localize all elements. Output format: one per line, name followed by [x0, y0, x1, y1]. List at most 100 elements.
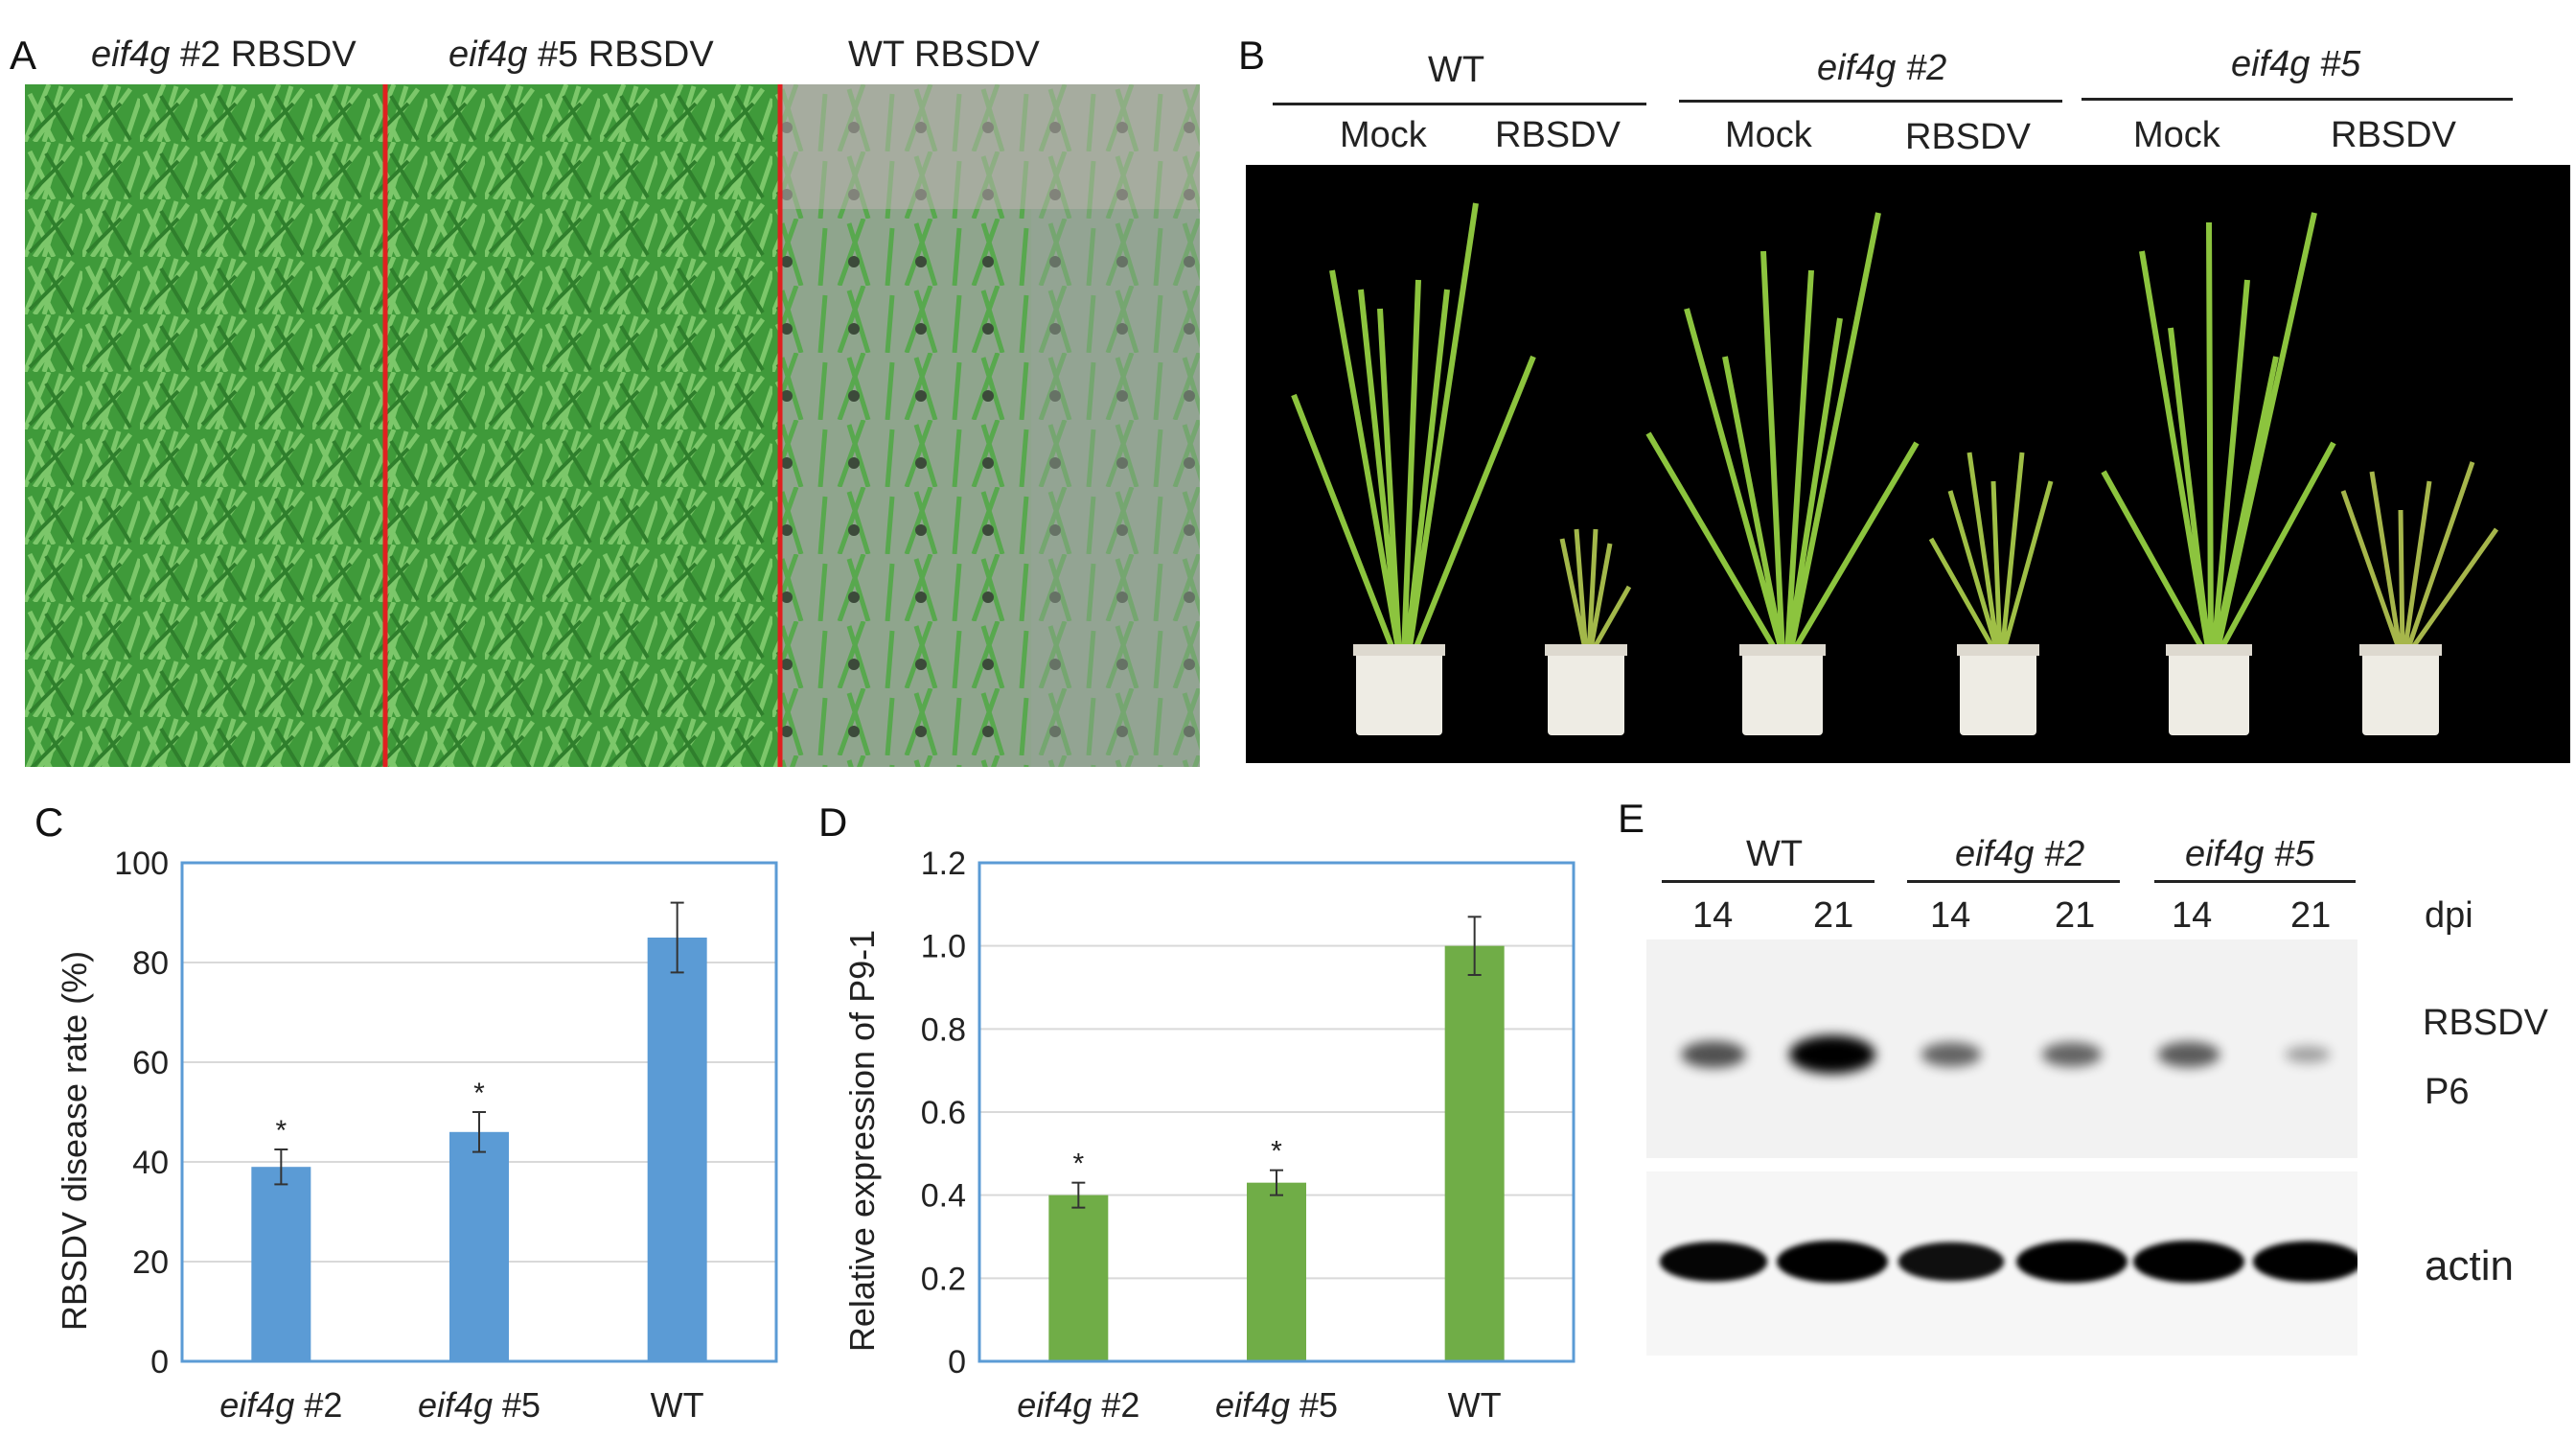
panel-b-underline-eif4g5 [2082, 98, 2513, 101]
chart-d-ytick-label: 0.2 [921, 1261, 966, 1297]
chart-d-xtick-label: eif4g #5 [1215, 1385, 1338, 1425]
actin-band [1898, 1241, 2005, 1282]
chart-d-ytick-label: 0 [948, 1344, 966, 1380]
chart-c-error-bar [472, 1111, 486, 1153]
chart-c-ytick-label: 80 [132, 945, 169, 982]
panel-b-sub-eif4g5-rbsdv: RBSDV [2331, 115, 2456, 155]
panel-b-sub-wt-rbsdv: RBSDV [1495, 115, 1621, 155]
chart-d-xtick-label: eif4g #2 [1017, 1385, 1139, 1425]
panel-b-letter: B [1238, 33, 1266, 78]
panel-e-unit: dpi [2425, 895, 2473, 936]
western-blot [1646, 939, 2358, 1356]
panel-e-time-4: 21 [2055, 895, 2096, 936]
actin-band [2133, 1241, 2244, 1283]
chart-d-bar [1247, 1182, 1306, 1361]
panel-e-underline-eif4g5 [2154, 880, 2356, 883]
panel-e-group-eif4g2: eif4g #2 [1955, 834, 2085, 874]
chart-d-ytick-label: 0.4 [921, 1178, 966, 1215]
panel-e-underline-wt [1662, 880, 1874, 883]
plant-wt-mock [1291, 202, 1536, 735]
actin-band [2252, 1241, 2358, 1283]
chart-d-ytick-label: 0.6 [921, 1095, 966, 1131]
chart-c-significance-mark: * [473, 1078, 485, 1109]
chart-d: Relative expression of P9-1 0 0.2 0.4 0.6 0.… [842, 846, 1576, 1425]
actin-band [2016, 1241, 2128, 1283]
chart-d-error-bar [1467, 916, 1482, 976]
panel-e-time-2: 21 [1813, 895, 1854, 936]
panel-b-sub-eif4g2-rbsdv: RBSDV [1905, 117, 2031, 157]
chart-d-ytick-label: 1.2 [921, 846, 966, 882]
band-label-rbsdv: RBSDV [2423, 1003, 2548, 1043]
panel-b-photo [1246, 165, 2570, 763]
chart-c-xtick-label: WT [651, 1385, 704, 1425]
plant-eif4g5-rbsdv [2340, 461, 2499, 735]
chart-c-ytick-label: 20 [132, 1244, 169, 1281]
chart-d-ytick-label: 0.8 [921, 1011, 966, 1048]
chart-c-ytick-label: 100 [114, 846, 169, 882]
chart-d-bar [1048, 1194, 1109, 1361]
panel-b-underline-wt [1273, 103, 1646, 105]
panel-e-time-5: 14 [2172, 895, 2213, 936]
chart-c-ytick-label: 60 [132, 1045, 169, 1081]
panel-a-letter: A [10, 33, 37, 78]
band-label-actin: actin [2425, 1242, 2514, 1289]
chart-c-bar [449, 1131, 509, 1361]
panel-a-label-1: eif4g #2 RBSDV [91, 35, 356, 75]
chart-d-significance-mark: * [1271, 1136, 1282, 1168]
panel-e-group-eif4g5: eif4g #5 [2185, 834, 2315, 874]
panel-e-group-wt: WT [1746, 834, 1804, 874]
chart-d-significance-mark: * [1072, 1148, 1084, 1180]
chart-c-significance-mark: * [275, 1115, 287, 1147]
panel-d-letter: D [818, 800, 848, 845]
chart-d-error-bar [1270, 1169, 1283, 1196]
chart-d-bar [1444, 945, 1505, 1361]
chart-c: RBSDV disease rate (%) 0 20 40 60 80 100 * * e… [55, 846, 778, 1425]
blot-top-membrane [1646, 939, 2358, 1158]
panel-e-time-1: 14 [1692, 895, 1734, 936]
p6-band [2157, 1041, 2220, 1068]
panel-a-label-2: eif4g #5 RBSDV [448, 35, 714, 75]
chart-c-xtick-label: eif4g #5 [418, 1385, 540, 1425]
panel-a-label-3: WT RBSDV [848, 35, 1040, 75]
chart-c-error-bar [670, 901, 684, 974]
chart-c-ytick-label: 40 [132, 1145, 169, 1181]
actin-band [1659, 1241, 1768, 1282]
panel-c-letter: C [34, 800, 64, 845]
chart-c-xtick-label: eif4g #2 [219, 1385, 342, 1425]
panel-e-letter: E [1618, 796, 1645, 841]
p6-band [2285, 1046, 2331, 1063]
panel-b-group-wt: WT [1428, 50, 1485, 90]
panel-b-group-eif4g5: eif4g #5 [2231, 44, 2361, 84]
panel-a-photo [25, 84, 1200, 767]
panel-b-sub-wt-mock: Mock [1340, 115, 1427, 155]
chart-c-bar [251, 1167, 311, 1361]
band-label-p6: P6 [2425, 1072, 2470, 1112]
chart-c-plot-frame [180, 861, 778, 1363]
chart-d-ylabel: Relative expression of P9-1 [842, 930, 882, 1352]
p6-band [1681, 1040, 1746, 1069]
p6-band [1789, 1035, 1875, 1074]
photo-area-eif4g2 [25, 84, 385, 767]
chart-d-error-bar [1071, 1181, 1086, 1209]
photo-area-eif4g5 [385, 84, 780, 767]
panel-b-underline-eif4g2 [1679, 100, 2062, 103]
plant-eif4g2-rbsdv [1928, 452, 2054, 735]
plant-eif4g2-mock [1645, 212, 1920, 735]
chart-d-xtick-label: WT [1448, 1385, 1502, 1425]
panel-b-group-eif4g2: eif4g #2 [1817, 48, 1947, 88]
actin-band [1777, 1241, 1888, 1283]
p6-band [2041, 1042, 2103, 1067]
panel-b-sub-eif4g5-mock: Mock [2133, 115, 2220, 155]
panel-e-underline-eif4g2 [1907, 880, 2120, 883]
plant-wt-rbsdv [1545, 528, 1632, 735]
panel-e-time-3: 14 [1930, 895, 1971, 936]
chart-d-ytick-label: 1.0 [921, 929, 966, 965]
panel-b-sub-eif4g2-mock: Mock [1725, 115, 1812, 155]
panel-e-time-6: 21 [2290, 895, 2332, 936]
chart-c-ylabel: RBSDV disease rate (%) [55, 951, 94, 1331]
chart-c-error-bar [274, 1148, 288, 1186]
chart-c-bar [647, 938, 707, 1361]
p6-band [1920, 1042, 1982, 1067]
plant-eif4g5-mock [2101, 212, 2336, 735]
chart-c-ytick-label: 0 [150, 1344, 169, 1380]
